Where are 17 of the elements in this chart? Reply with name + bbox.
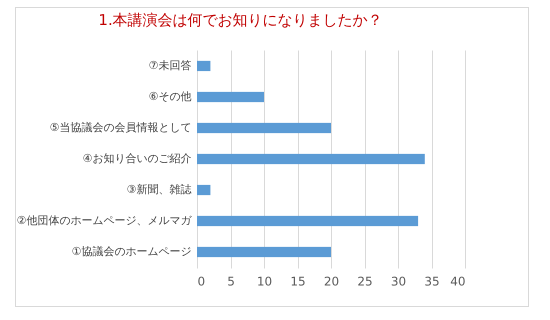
x-tick-label: 10 (256, 274, 272, 288)
y-tick-label: ⑥その他 (148, 90, 192, 103)
x-tick-label: 20 (324, 274, 340, 288)
x-tick-label: 15 (290, 274, 306, 288)
x-tick-label: 5 (227, 274, 235, 288)
y-tick-label: ②他団体のホームページ、メルマガ (16, 214, 192, 228)
chart-title: 1.本講演会は何でお知りになりましたか？ (98, 11, 383, 29)
x-tick-label: 40 (450, 274, 466, 288)
x-tick-label: 30 (390, 274, 406, 288)
y-tick-label: ①協議会のホームページ (72, 245, 192, 258)
y-tick-label: ⑤当協議会の会員情報として (50, 120, 192, 134)
y-tick-label: ⑦未回答 (148, 58, 192, 72)
y-tick-label: ④お知り合いのご紹介 (82, 152, 192, 165)
y-tick-label: ③新聞、雑誌 (126, 183, 192, 196)
x-tick-label: 0 (198, 274, 206, 288)
x-tick-label: 25 (357, 274, 373, 288)
x-tick-label: 35 (424, 274, 440, 288)
